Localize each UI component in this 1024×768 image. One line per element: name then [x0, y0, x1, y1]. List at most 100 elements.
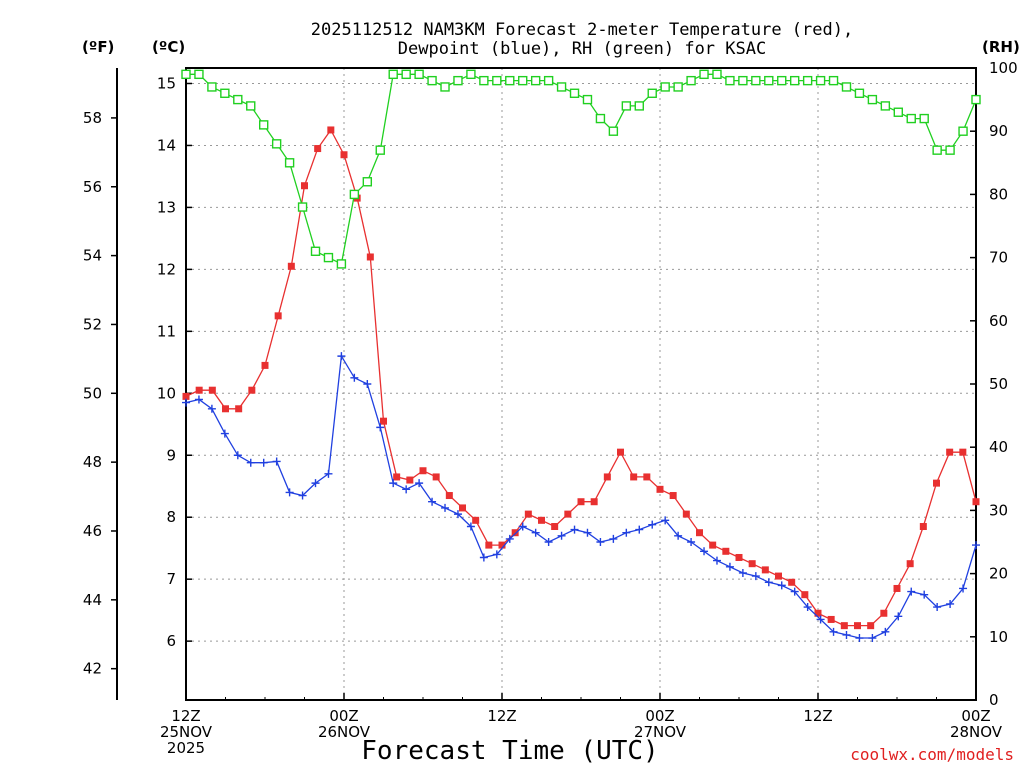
- tick-label-c: 9: [166, 446, 176, 464]
- dewpoint-point: [609, 534, 618, 543]
- dewpoint-point: [402, 485, 411, 494]
- tick-label-rh: 0: [989, 691, 999, 709]
- fahrenheit-unit-label: (ºF): [82, 38, 114, 56]
- temperature-point: [248, 386, 256, 394]
- dewpoint-point: [298, 491, 307, 500]
- tick-label-x: 26NOV: [318, 723, 371, 741]
- chart-title-line2: Dewpoint (blue), RH (green) for KSAC: [398, 39, 766, 59]
- temperature-point: [643, 473, 651, 481]
- data-series: [181, 69, 981, 643]
- temperature-point: [814, 609, 822, 617]
- tick-label-c: 15: [157, 74, 176, 92]
- tick-label-x: 27NOV: [634, 723, 687, 741]
- rh-point: [712, 69, 722, 80]
- tick-label-c: 11: [157, 322, 176, 340]
- dewpoint-point: [453, 510, 462, 519]
- dewpoint-point: [285, 488, 294, 497]
- rh-point: [634, 101, 644, 111]
- rh-point: [945, 145, 955, 155]
- rh-point: [802, 75, 813, 86]
- dewpoint-point: [246, 458, 255, 467]
- temperature-point: [314, 145, 322, 153]
- tick-label-rh: 40: [989, 438, 1008, 456]
- rh-point: [453, 75, 463, 86]
- rh-point: [673, 82, 683, 92]
- dewpoint-point: [233, 451, 242, 460]
- dewpoint-point: [661, 516, 670, 525]
- rh-point: [181, 69, 191, 80]
- tick-label-c: 7: [166, 570, 176, 588]
- tick-label-rh: 100: [989, 59, 1018, 77]
- dewpoint-point: [842, 630, 851, 639]
- temperature-point: [827, 615, 835, 623]
- rh-point: [323, 252, 334, 263]
- temperature-point: [603, 473, 611, 481]
- temperature-point: [933, 479, 940, 487]
- tick-label-c: 8: [166, 508, 176, 526]
- tick-label-x: 12Z: [171, 707, 200, 725]
- rh-point: [880, 101, 891, 111]
- celsius-unit-label: (ºC): [152, 38, 185, 56]
- rh-point: [789, 75, 800, 86]
- rh-point: [362, 177, 373, 187]
- dewpoint-point: [712, 556, 721, 565]
- temperature-point: [854, 622, 861, 630]
- temperature-point: [722, 547, 730, 555]
- tick-label-x: 12Z: [803, 707, 832, 725]
- tick-label-f: 46: [83, 522, 102, 540]
- temperature-point: [524, 510, 532, 518]
- rh-point: [207, 82, 217, 92]
- tick-label-x: 00Z: [645, 707, 674, 725]
- series-0: [182, 126, 980, 630]
- temperature-point: [919, 523, 927, 531]
- temperature-point: [445, 492, 453, 500]
- rh-point: [971, 94, 981, 105]
- dewpoint-point: [816, 615, 825, 624]
- tick-label-rh: 80: [989, 185, 1008, 203]
- rh-point: [764, 75, 774, 86]
- tick-marks: 6 7 8 9 10 11 12 13 14 15 42 44 46 48 50 52 54 56 58 0 10 20 3…: [83, 59, 1018, 757]
- tick-label-x: 00Z: [961, 707, 990, 725]
- tick-label-rh: 50: [989, 375, 1008, 393]
- plot-frame: [185, 67, 977, 701]
- temperature-point: [274, 312, 282, 320]
- temperature-point: [669, 492, 677, 500]
- dewpoint-point: [972, 541, 980, 550]
- dewpoint-point: [272, 457, 281, 466]
- rh-point: [246, 101, 256, 111]
- tick-label-x: 00Z: [329, 707, 358, 725]
- tick-label-f: 48: [83, 453, 102, 471]
- dewpoint-point: [570, 525, 579, 534]
- tick-label-x: 28NOV: [950, 723, 1003, 741]
- rh-point: [336, 259, 347, 269]
- temperature-point: [893, 584, 901, 592]
- rh-point: [220, 88, 230, 98]
- rh-point: [725, 75, 735, 86]
- dewpoint-point: [881, 627, 890, 636]
- tick-label-x: 12Z: [487, 707, 516, 725]
- dewpoint-point: [803, 603, 812, 612]
- tick-label-f: 52: [83, 315, 102, 333]
- chart-title-line1: 2025112512 NAM3KM Forecast 2-meter Tempe…: [311, 20, 853, 40]
- rh-point: [841, 82, 852, 92]
- temperature-point: [656, 485, 664, 493]
- rh-point: [427, 75, 437, 86]
- temperature-point: [735, 553, 743, 561]
- rh-point: [310, 246, 321, 256]
- temperature-point: [472, 516, 480, 524]
- dewpoint-point: [466, 522, 475, 531]
- dewpoint-point: [194, 395, 203, 404]
- dewpoint-point: [751, 572, 760, 581]
- temperature-point: [748, 560, 756, 568]
- temperature-point: [577, 498, 585, 506]
- rh-point: [349, 189, 360, 200]
- temperature-point: [696, 529, 703, 537]
- rh-point: [815, 75, 826, 86]
- rh-point: [647, 88, 657, 98]
- rh-point: [505, 75, 515, 86]
- dewpoint-point: [350, 373, 359, 382]
- dewpoint-point: [829, 627, 838, 636]
- tick-label-rh: 30: [989, 501, 1008, 519]
- tick-label-x: 25NOV: [160, 723, 213, 741]
